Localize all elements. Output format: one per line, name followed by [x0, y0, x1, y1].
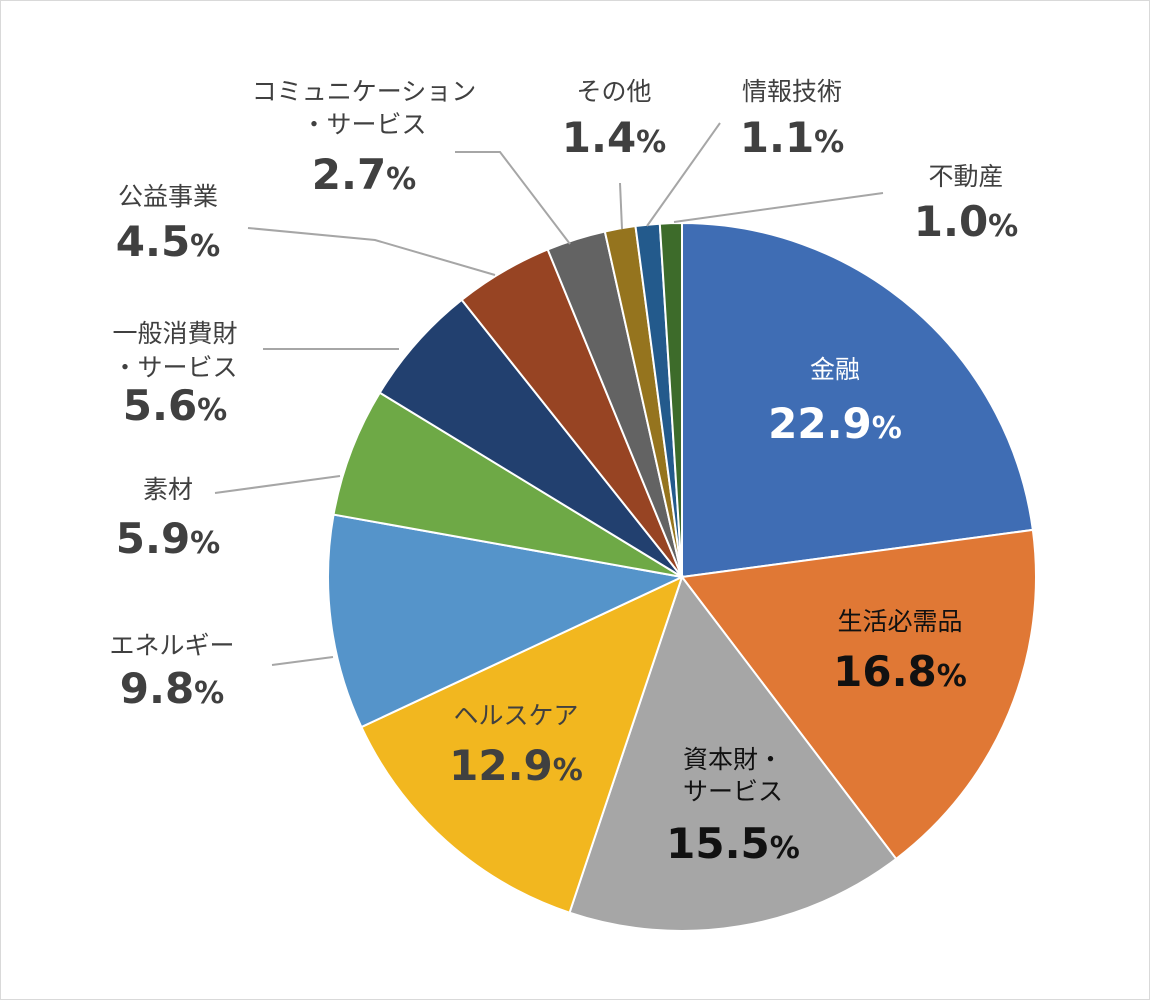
- slice-0-value-label: 22.9%: [768, 399, 902, 448]
- slice-3-value: 12.9: [449, 741, 553, 790]
- slice-3-percent-sign: %: [553, 753, 583, 788]
- pie-slices: [327, 221, 1038, 932]
- slice-8-value-label: 2.7%: [312, 150, 416, 199]
- slice-2-label-line-1: サービス: [683, 777, 783, 806]
- leader-lines: [214, 122, 884, 666]
- slice-11-value: 1.0: [914, 197, 988, 246]
- slice-2-value: 15.5: [666, 819, 770, 868]
- slice-6-value: 5.6: [123, 381, 197, 430]
- slice-1: [680, 528, 1038, 861]
- slice-5-percent-sign: %: [190, 526, 220, 561]
- slice-4: [327, 513, 686, 729]
- slice-0-value: 22.9: [768, 399, 872, 448]
- slice-6-label-line-0: 一般消費財: [112, 319, 237, 348]
- slice-5-label-line-0: 素材: [143, 475, 193, 504]
- slice-4-percent-sign: %: [194, 676, 224, 711]
- slice-10-value: 1.1: [740, 113, 814, 162]
- slice-8-label-line-1: ・サービス: [301, 110, 426, 139]
- slice-9-leader-line: [619, 182, 623, 230]
- slice-9-percent-sign: %: [636, 125, 666, 160]
- slice-5-value: 5.9: [116, 514, 190, 563]
- slice-10-leader-line: [646, 122, 721, 227]
- slice-3: [360, 575, 684, 914]
- slice-8-label-line-0: コミュニケーション: [252, 77, 477, 106]
- slice-4-value-label: 9.8%: [120, 664, 224, 713]
- slice-2-percent-sign: %: [770, 831, 800, 866]
- slice-1-value-label: 16.8%: [833, 647, 967, 696]
- slice-10-label-line-0: 情報技術: [742, 77, 842, 106]
- slice-8-leader-line: [455, 151, 571, 245]
- slice-2: [568, 574, 898, 932]
- slice-9-value-label: 1.4%: [562, 113, 666, 162]
- slice-0-label-line-0: 金融: [810, 355, 860, 384]
- slice-8-value: 2.7: [312, 150, 386, 199]
- slice-11-percent-sign: %: [988, 209, 1018, 244]
- slice-6-percent-sign: %: [197, 393, 227, 428]
- slice-7-value-label: 4.5%: [116, 217, 220, 266]
- slice-1-label-line-0: 生活必需品: [837, 607, 962, 636]
- slice-6-label-line-1: ・サービス: [112, 353, 237, 382]
- slice-3-value-label: 12.9%: [449, 741, 583, 790]
- slice-11-value-label: 1.0%: [914, 197, 1018, 246]
- slice-11: [658, 221, 683, 578]
- slice-7-percent-sign: %: [190, 229, 220, 264]
- slice-5: [332, 391, 683, 578]
- slice-5-value-label: 5.9%: [116, 514, 220, 563]
- slice-4-label-line-0: エネルギー: [109, 631, 234, 660]
- slice-10-value-label: 1.1%: [740, 113, 844, 162]
- slice-9-value: 1.4: [562, 113, 636, 162]
- slice-1-value: 16.8: [833, 647, 937, 696]
- slice-2-value-label: 15.5%: [666, 819, 800, 868]
- slice-5-leader-line: [214, 475, 341, 494]
- slice-1-percent-sign: %: [937, 659, 967, 694]
- slice-7-leader-line: [247, 227, 496, 276]
- slice-7-value: 4.5: [116, 217, 190, 266]
- slice-0: [681, 221, 1034, 579]
- slice-7-label-line-0: 公益事業: [118, 182, 218, 211]
- slice-9-label-line-0: その他: [576, 77, 651, 106]
- slice-3-label-line-0: ヘルスケア: [453, 701, 578, 730]
- slice-4-value: 9.8: [120, 664, 194, 713]
- slice-8-percent-sign: %: [386, 162, 416, 197]
- slice-10-percent-sign: %: [814, 125, 844, 160]
- slice-4-leader-line: [271, 656, 334, 666]
- slice-0-percent-sign: %: [872, 411, 902, 446]
- slice-6-value-label: 5.6%: [123, 381, 227, 430]
- slice-11-leader-line: [673, 192, 884, 223]
- slice-2-label-line-0: 資本財・: [683, 745, 783, 774]
- slice-labels: 金融 22.9% 生活必需品 16.8% 資本財・サービス 15.5% ヘルスケア 12.9%…: [109, 77, 1018, 868]
- slice-11-label-line-0: 不動産: [928, 162, 1003, 191]
